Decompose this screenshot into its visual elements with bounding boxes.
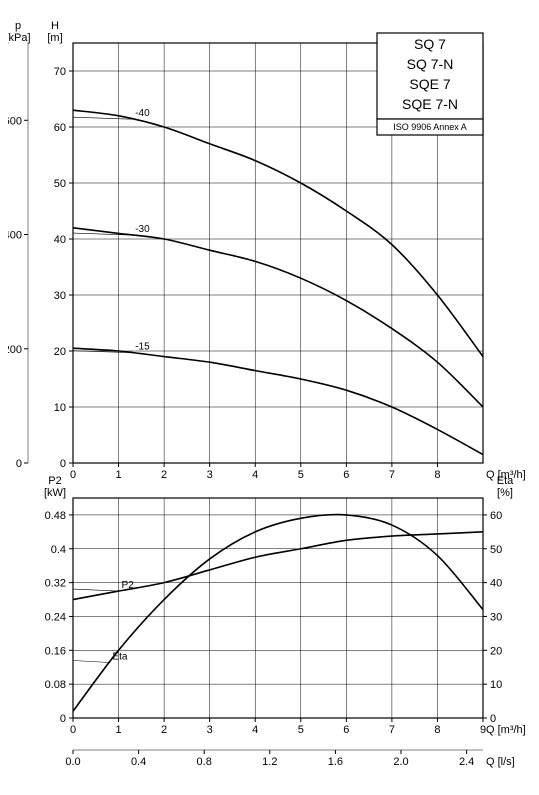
y-tick: 30	[54, 290, 66, 302]
x-tick: 3	[207, 469, 213, 481]
y-right-unit: [%]	[497, 487, 513, 499]
y-tick: 0.08	[45, 679, 66, 691]
x-tick: 8	[434, 469, 440, 481]
y2-tick: 0	[16, 458, 22, 470]
y-left2-unit: [kPa]	[8, 32, 31, 44]
yr-tick: 20	[490, 645, 502, 657]
x2-tick: 2.0	[393, 756, 408, 768]
x2-tick: 0.4	[131, 756, 146, 768]
x2-tick: 1.2	[262, 756, 277, 768]
x2-tick: 2.4	[459, 756, 474, 768]
curve-label-P2: P2	[122, 580, 135, 591]
y-tick: 0.32	[45, 578, 66, 590]
x-tick: 5	[298, 724, 304, 736]
curve-label-Eta: Eta	[112, 651, 127, 662]
y-tick: 0.16	[45, 645, 66, 657]
x-tick: 6	[343, 724, 349, 736]
title-subtext: ISO 9906 Annex A	[393, 122, 467, 132]
x-tick: 4	[252, 469, 258, 481]
x-tick: 8	[434, 724, 440, 736]
curve-label--15: -15	[135, 342, 150, 353]
x-tick: 7	[389, 724, 395, 736]
y-left2-label: p	[15, 20, 21, 32]
x-tick: 0	[70, 724, 76, 736]
yr-tick: 0	[490, 713, 496, 725]
x-tick: 5	[298, 469, 304, 481]
curve--15	[73, 348, 483, 454]
pump-curve-chart: 012345678Q [m³/h]010203040506070H[m]0200…	[8, 8, 539, 787]
y-left-label: H	[51, 20, 59, 32]
x-tick: 2	[161, 724, 167, 736]
yr-tick: 60	[490, 510, 502, 522]
y-tick: 0.48	[45, 510, 66, 522]
x2-tick: 0.0	[65, 756, 80, 768]
x-tick: 0	[70, 469, 76, 481]
y-tick: 60	[54, 122, 66, 134]
title-line: SQE 7-N	[402, 96, 458, 112]
y-left-unit: [kW]	[44, 487, 66, 499]
y-tick: 0.4	[51, 544, 66, 556]
title-line: SQ 7	[414, 36, 446, 52]
y-tick: 0	[60, 713, 66, 725]
yr-tick: 30	[490, 611, 502, 623]
y-tick: 20	[54, 346, 66, 358]
yr-tick: 50	[490, 544, 502, 556]
x-tick: 3	[207, 724, 213, 736]
x-tick: 7	[389, 469, 395, 481]
x2-tick: 0.8	[197, 756, 212, 768]
y2-tick: 400	[8, 230, 22, 242]
curve-Eta	[73, 515, 483, 712]
curve--30	[73, 228, 483, 407]
y-right-label: Eta	[497, 475, 514, 487]
x-axis-label: Q [m³/h]	[486, 724, 526, 736]
y-tick: 0	[60, 458, 66, 470]
y-tick: 0.24	[45, 611, 66, 623]
x2-tick: 1.6	[328, 756, 343, 768]
title-line: SQE 7	[409, 76, 450, 92]
curve-label--40: -40	[135, 108, 150, 119]
y2-tick: 600	[8, 115, 22, 127]
y-left-unit: [m]	[47, 32, 62, 44]
x-tick: 2	[161, 469, 167, 481]
title-line: SQ 7-N	[407, 56, 454, 72]
yr-tick: 40	[490, 578, 502, 590]
x-tick: 4	[252, 724, 258, 736]
y-tick: 40	[54, 234, 66, 246]
x-tick: 1	[115, 469, 121, 481]
y-tick: 70	[54, 66, 66, 78]
y-tick: 50	[54, 178, 66, 190]
y-tick: 10	[54, 402, 66, 414]
x-tick: 1	[115, 724, 121, 736]
x2-axis-label: Q [l/s]	[486, 756, 515, 768]
y-left-label: P2	[48, 475, 61, 487]
y2-tick: 200	[8, 344, 22, 356]
x-tick: 6	[343, 469, 349, 481]
yr-tick: 10	[490, 679, 502, 691]
curve-label--30: -30	[135, 224, 150, 235]
